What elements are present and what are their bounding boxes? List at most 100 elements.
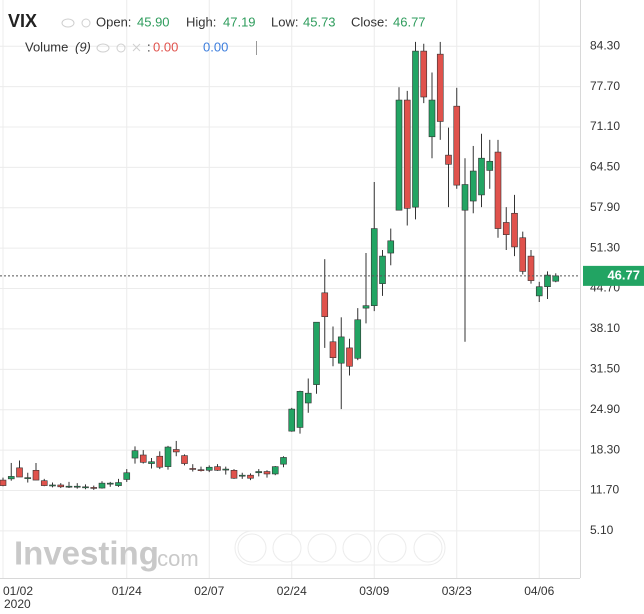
candle-body <box>230 469 238 479</box>
candle <box>453 87 461 189</box>
candle-body <box>57 484 65 488</box>
candle <box>288 407 296 432</box>
candle <box>7 462 15 481</box>
close-icon[interactable] <box>132 43 141 52</box>
candle <box>16 460 23 478</box>
candle-body <box>511 212 518 248</box>
candle-body <box>296 391 304 428</box>
volume-label: Volume <box>25 39 68 54</box>
candle-body <box>40 480 48 486</box>
x-tick-label: 01/24 <box>112 584 142 598</box>
y-tick-label: 18.30 <box>590 442 620 456</box>
candle-body <box>222 468 230 471</box>
last-price-box <box>583 265 644 286</box>
candle-body <box>519 237 527 272</box>
candle <box>461 158 469 342</box>
candle <box>445 127 452 208</box>
candle <box>172 440 180 457</box>
candle <box>189 464 197 472</box>
candle-body <box>148 461 155 464</box>
candle-body <box>403 99 411 209</box>
zoom-out[interactable] <box>307 533 337 563</box>
zoom-reset[interactable] <box>342 533 372 563</box>
candle-body <box>205 466 213 471</box>
candle <box>131 446 139 464</box>
candle-body <box>288 408 296 432</box>
candle-body <box>445 154 452 165</box>
settings-icon[interactable] <box>81 18 91 28</box>
y-tick-label: 38.10 <box>590 321 620 335</box>
candle-body <box>461 184 469 211</box>
x-tick-label: 03/23 <box>442 584 472 598</box>
last-price-label: 46.77 <box>607 267 640 282</box>
candle-body <box>321 292 329 317</box>
candle <box>181 454 188 466</box>
candle-body <box>263 471 271 475</box>
candle <box>362 253 370 324</box>
close-label: Close: <box>351 14 388 29</box>
nav-left[interactable] <box>237 533 267 563</box>
candle <box>40 478 48 487</box>
candle <box>346 338 353 376</box>
axes: 5.1011.7018.3024.9031.5038.1044.7051.305… <box>3 38 644 611</box>
low-value: 45.73 <box>303 14 336 29</box>
plot <box>0 41 580 490</box>
candle <box>238 472 246 479</box>
candle <box>544 271 551 299</box>
candle <box>321 259 329 348</box>
zoom-in[interactable] <box>272 533 302 563</box>
candle <box>527 249 535 284</box>
settings-icon[interactable] <box>116 43 126 53</box>
candle-body <box>139 454 147 463</box>
y-tick-label: 64.50 <box>590 160 620 174</box>
candle <box>387 228 395 266</box>
candle-body <box>181 455 188 464</box>
candle-body <box>370 228 378 306</box>
candle <box>82 484 89 490</box>
candle <box>511 194 518 257</box>
candle-body <box>115 482 122 486</box>
candle <box>502 207 510 250</box>
candle <box>370 182 378 312</box>
candle-body <box>527 255 535 281</box>
candle-body <box>486 160 494 171</box>
volume-value: 0.00 <box>203 39 228 54</box>
nav-right[interactable] <box>377 533 407 563</box>
candle-body <box>478 157 485 196</box>
y-tick-label: 57.90 <box>590 200 620 214</box>
candle-body <box>379 255 386 284</box>
candle-body <box>304 392 312 404</box>
candle <box>354 308 362 361</box>
candle <box>49 482 56 488</box>
candle <box>255 469 263 477</box>
candle <box>420 43 428 104</box>
candle <box>263 470 271 478</box>
candle-body <box>82 486 89 489</box>
candle-body <box>420 50 428 98</box>
candle <box>552 273 560 283</box>
eye-icon[interactable] <box>61 18 75 28</box>
high-label: High: <box>186 14 216 29</box>
candle-body <box>98 482 106 489</box>
nav-end[interactable] <box>413 533 443 563</box>
candle <box>519 231 527 275</box>
candle-body <box>65 485 73 488</box>
candle <box>156 451 164 470</box>
candle <box>412 41 419 220</box>
candle <box>24 472 32 483</box>
candle <box>230 469 238 479</box>
candle-body <box>387 240 395 254</box>
separator: : <box>147 39 151 54</box>
candle <box>428 72 436 159</box>
candle-body <box>24 477 32 479</box>
grid <box>0 0 580 578</box>
y-tick-label: 31.50 <box>590 361 620 375</box>
candle <box>90 485 98 490</box>
candle-body <box>90 487 98 489</box>
y-tick-label: 11.70 <box>590 483 619 497</box>
x-tick-label: 03/09 <box>359 584 389 598</box>
eye-icon[interactable] <box>96 43 110 53</box>
x-tick-label: 02/07 <box>194 584 224 598</box>
candle <box>478 133 485 208</box>
